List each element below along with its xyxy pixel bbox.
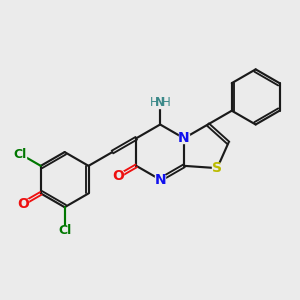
FancyBboxPatch shape bbox=[114, 171, 123, 181]
FancyBboxPatch shape bbox=[212, 164, 222, 173]
Text: N: N bbox=[154, 172, 166, 187]
Text: Cl: Cl bbox=[58, 224, 71, 237]
Text: H: H bbox=[149, 96, 158, 109]
FancyBboxPatch shape bbox=[15, 149, 26, 159]
Text: S: S bbox=[212, 161, 222, 175]
FancyBboxPatch shape bbox=[179, 134, 189, 143]
Text: O: O bbox=[112, 169, 124, 183]
FancyBboxPatch shape bbox=[59, 226, 70, 236]
FancyBboxPatch shape bbox=[148, 97, 172, 108]
Text: N: N bbox=[155, 96, 165, 109]
FancyBboxPatch shape bbox=[155, 175, 165, 184]
Text: N: N bbox=[178, 131, 190, 145]
Text: H: H bbox=[162, 96, 171, 109]
Text: Cl: Cl bbox=[14, 148, 27, 160]
FancyBboxPatch shape bbox=[18, 199, 28, 208]
Text: O: O bbox=[17, 197, 29, 211]
